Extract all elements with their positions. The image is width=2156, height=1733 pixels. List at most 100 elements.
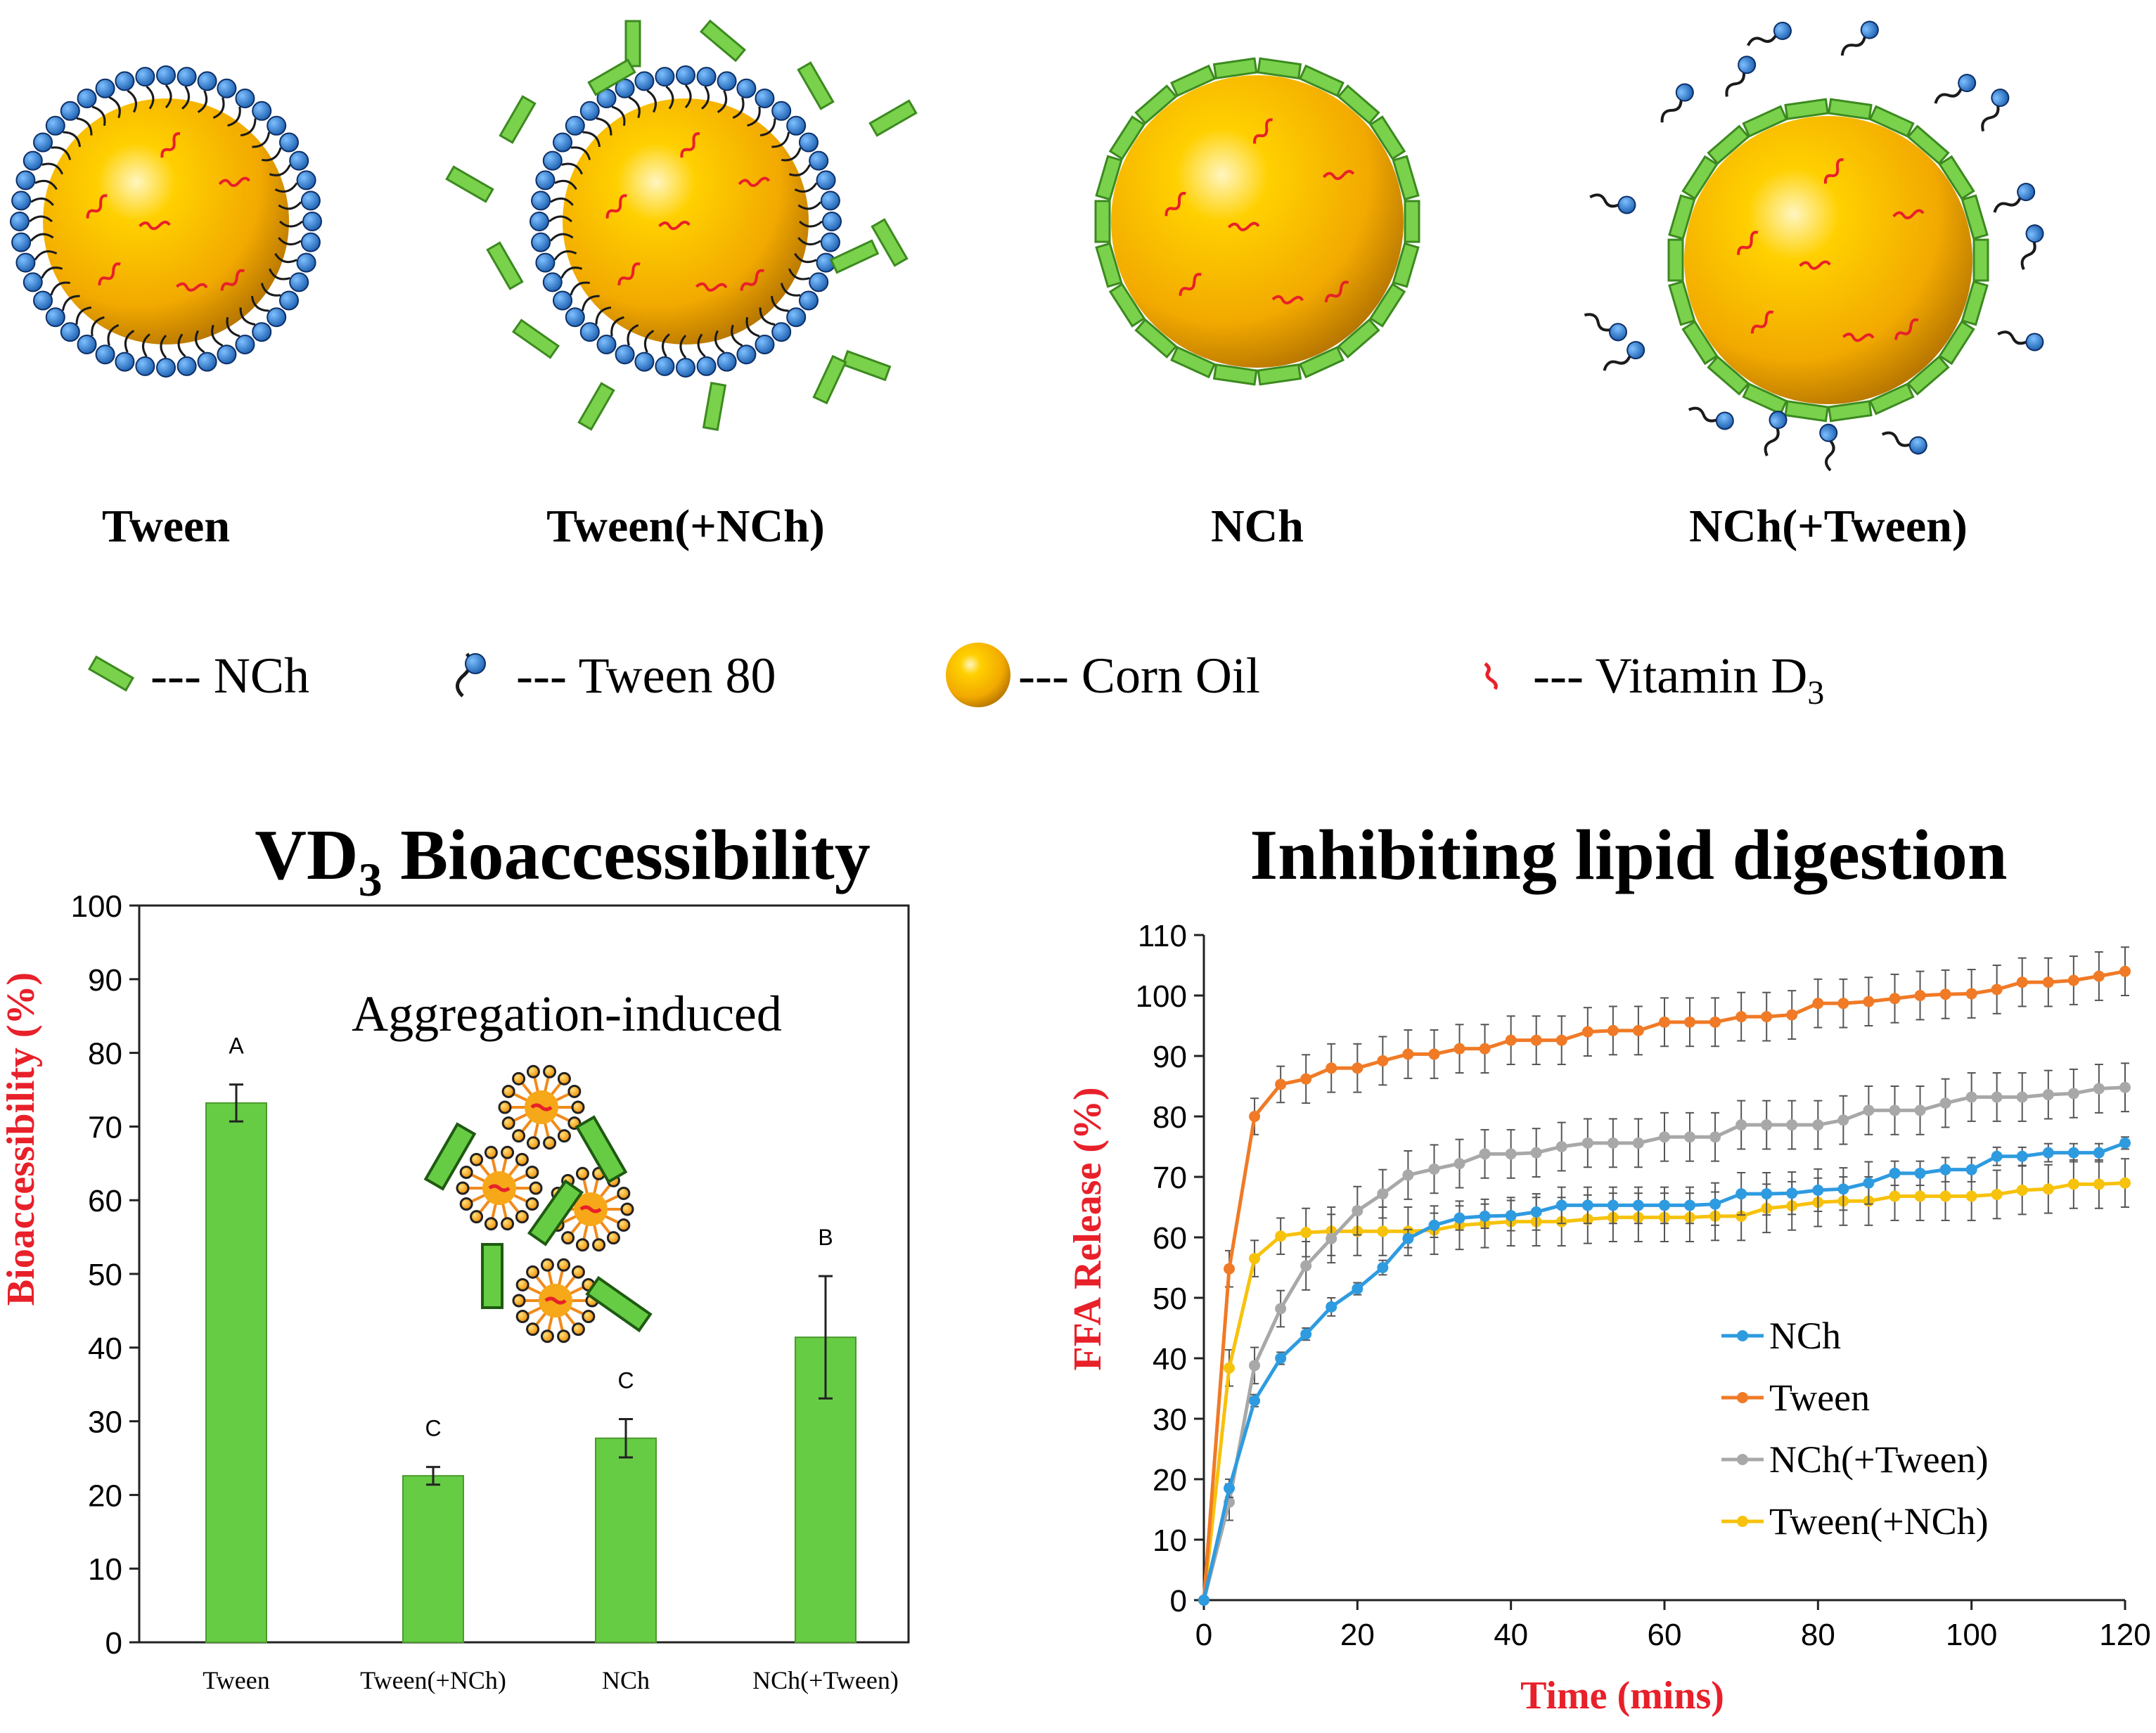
- data-point: [1965, 1164, 1977, 1175]
- data-point: [1863, 1177, 1875, 1189]
- nch-rod: [841, 349, 892, 382]
- line-chart-ytick-label: 0: [1170, 1584, 1187, 1618]
- tween-head-icon: [197, 71, 217, 91]
- tween-tail: [41, 162, 64, 175]
- nch-rod: [1392, 155, 1420, 201]
- data-point: [1479, 1043, 1491, 1055]
- tween-tail: [252, 131, 271, 148]
- tween-head-icon: [565, 115, 585, 136]
- vitamin-d3-icon: [1484, 662, 1498, 690]
- tween-tail: [1764, 427, 1780, 457]
- line-chart-ytick-label: 80: [1153, 1100, 1187, 1135]
- nch-rod: [1095, 155, 1123, 201]
- nch-rod: [1257, 363, 1302, 386]
- data-point: [1555, 1034, 1567, 1046]
- legend-label-vitamin-d3: --- Vitamin D3: [1533, 648, 1824, 711]
- line-chart-xtick-label: 40: [1494, 1618, 1528, 1652]
- data-point: [1863, 996, 1875, 1007]
- nch-rod: [699, 19, 747, 63]
- bar: [402, 1475, 464, 1644]
- tween-tail: [643, 330, 655, 353]
- tween-head-icon: [1608, 323, 1627, 342]
- data-point: [1735, 1188, 1747, 1200]
- tween-head-icon: [526, 1064, 540, 1078]
- free-tween-molecule: [1589, 193, 1636, 214]
- tween-head-icon: [530, 212, 549, 231]
- data-point: [1939, 988, 1951, 1000]
- bar-chart-x-axis: Tween Tween(+NCh) NCh NCh(+Tween): [203, 1666, 899, 1694]
- data-point: [1607, 1024, 1619, 1036]
- significance-label: A: [229, 1033, 244, 1059]
- tween-head-icon: [557, 1258, 571, 1272]
- nch-rod: [1868, 105, 1915, 138]
- data-point: [1761, 1011, 1773, 1023]
- nch-rod: [1972, 238, 1989, 282]
- nch-rod: [1784, 400, 1829, 423]
- bar: [205, 1102, 267, 1643]
- line-chart-legend: NCh Tween NCh(+Tween) Tween(+NCh): [1721, 1315, 1989, 1542]
- tween-head-icon: [543, 1136, 557, 1150]
- tween-tail: [550, 198, 574, 206]
- data-point: [1607, 1199, 1619, 1211]
- free-tween-molecule: [1981, 89, 2010, 132]
- data-point: [1991, 984, 2003, 996]
- data-point: [1786, 1187, 1798, 1199]
- tween-head-icon: [557, 1071, 571, 1085]
- data-point: [1632, 1199, 1644, 1211]
- tween-tail: [226, 317, 240, 337]
- tween-tail: [798, 220, 823, 228]
- data-point: [1275, 1230, 1287, 1242]
- tween-head-icon: [1991, 89, 2010, 108]
- data-point: [1889, 1104, 1901, 1116]
- tween-head-icon: [278, 290, 299, 311]
- tween-tail: [107, 323, 120, 346]
- nch-rod: [1668, 280, 1696, 326]
- tween-head-icon: [592, 1238, 606, 1252]
- data-point: [2042, 1089, 2054, 1101]
- data-point: [1300, 1073, 1312, 1085]
- tween-head-icon: [156, 358, 176, 378]
- tween-head-icon: [531, 232, 551, 252]
- tween-tail: [646, 89, 657, 113]
- tween-head-icon: [771, 101, 792, 121]
- tween-head-icon: [582, 1310, 596, 1324]
- data-point: [1632, 1137, 1644, 1149]
- tween-head-icon: [289, 150, 309, 171]
- tween-tail: [797, 237, 821, 245]
- tween-head-icon: [135, 356, 155, 376]
- data-point: [1632, 1024, 1644, 1036]
- data-point: [1889, 1167, 1901, 1179]
- bar-chart-ytick-label: 50: [88, 1258, 122, 1292]
- bar-chart-category-label: NCh: [602, 1666, 650, 1694]
- tween-head-icon: [561, 1231, 575, 1245]
- nch-rod: [1828, 400, 1873, 423]
- vitamin-d3-icon: [658, 220, 691, 231]
- data-point: [1581, 1026, 1593, 1038]
- tween-tail: [560, 266, 583, 279]
- free-tween-molecule: [1934, 74, 1977, 104]
- data-point: [1991, 1091, 2003, 1103]
- tween-head-icon: [634, 71, 655, 91]
- tween-tail: [239, 307, 256, 326]
- tween-head-icon: [95, 78, 115, 98]
- line-chart-lipid-digestion: Inhibiting lipid digestion FFA Release (…: [1066, 816, 2151, 1718]
- tween-head-icon: [540, 1329, 554, 1344]
- data-point: [1863, 1104, 1875, 1116]
- data-point: [1837, 1183, 1849, 1195]
- data-point: [1991, 1150, 2003, 1162]
- nch-rod: [575, 1115, 628, 1184]
- tween-tail: [34, 179, 58, 191]
- tween-head-icon: [60, 322, 80, 342]
- data-point: [2042, 977, 2054, 988]
- tween-tail: [745, 317, 760, 337]
- tween-head-icon: [579, 101, 600, 121]
- nch-rod: [1681, 155, 1719, 200]
- data-point: [1402, 1232, 1414, 1244]
- nch-rod: [511, 318, 560, 359]
- tween-tail: [50, 281, 70, 296]
- tween-head-icon: [571, 1265, 585, 1279]
- tween-head-icon: [798, 132, 819, 153]
- tween-head-icon: [736, 78, 757, 98]
- data-point: [1914, 1167, 1926, 1179]
- vitamin-d3-icon: [1164, 191, 1186, 217]
